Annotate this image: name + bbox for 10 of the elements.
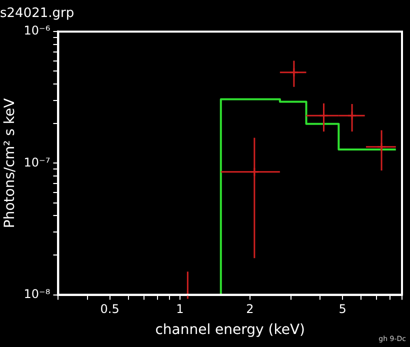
y-tick-label: 10⁻⁸ <box>24 286 50 301</box>
x-axis-title: channel energy (keV) <box>155 322 306 338</box>
y-tick-label: 10⁻⁷ <box>24 155 50 170</box>
y-axis-title: Photons/cm² s keV <box>2 98 18 228</box>
x-tick-label: 5 <box>338 302 346 316</box>
chart-title: s24021.grp <box>0 6 74 22</box>
x-tick-label: 0.5 <box>100 302 120 316</box>
x-tick-label: 2 <box>246 302 254 316</box>
y-tick-label: 10⁻⁶ <box>24 24 50 38</box>
x-tick-label: 1 <box>176 302 184 316</box>
